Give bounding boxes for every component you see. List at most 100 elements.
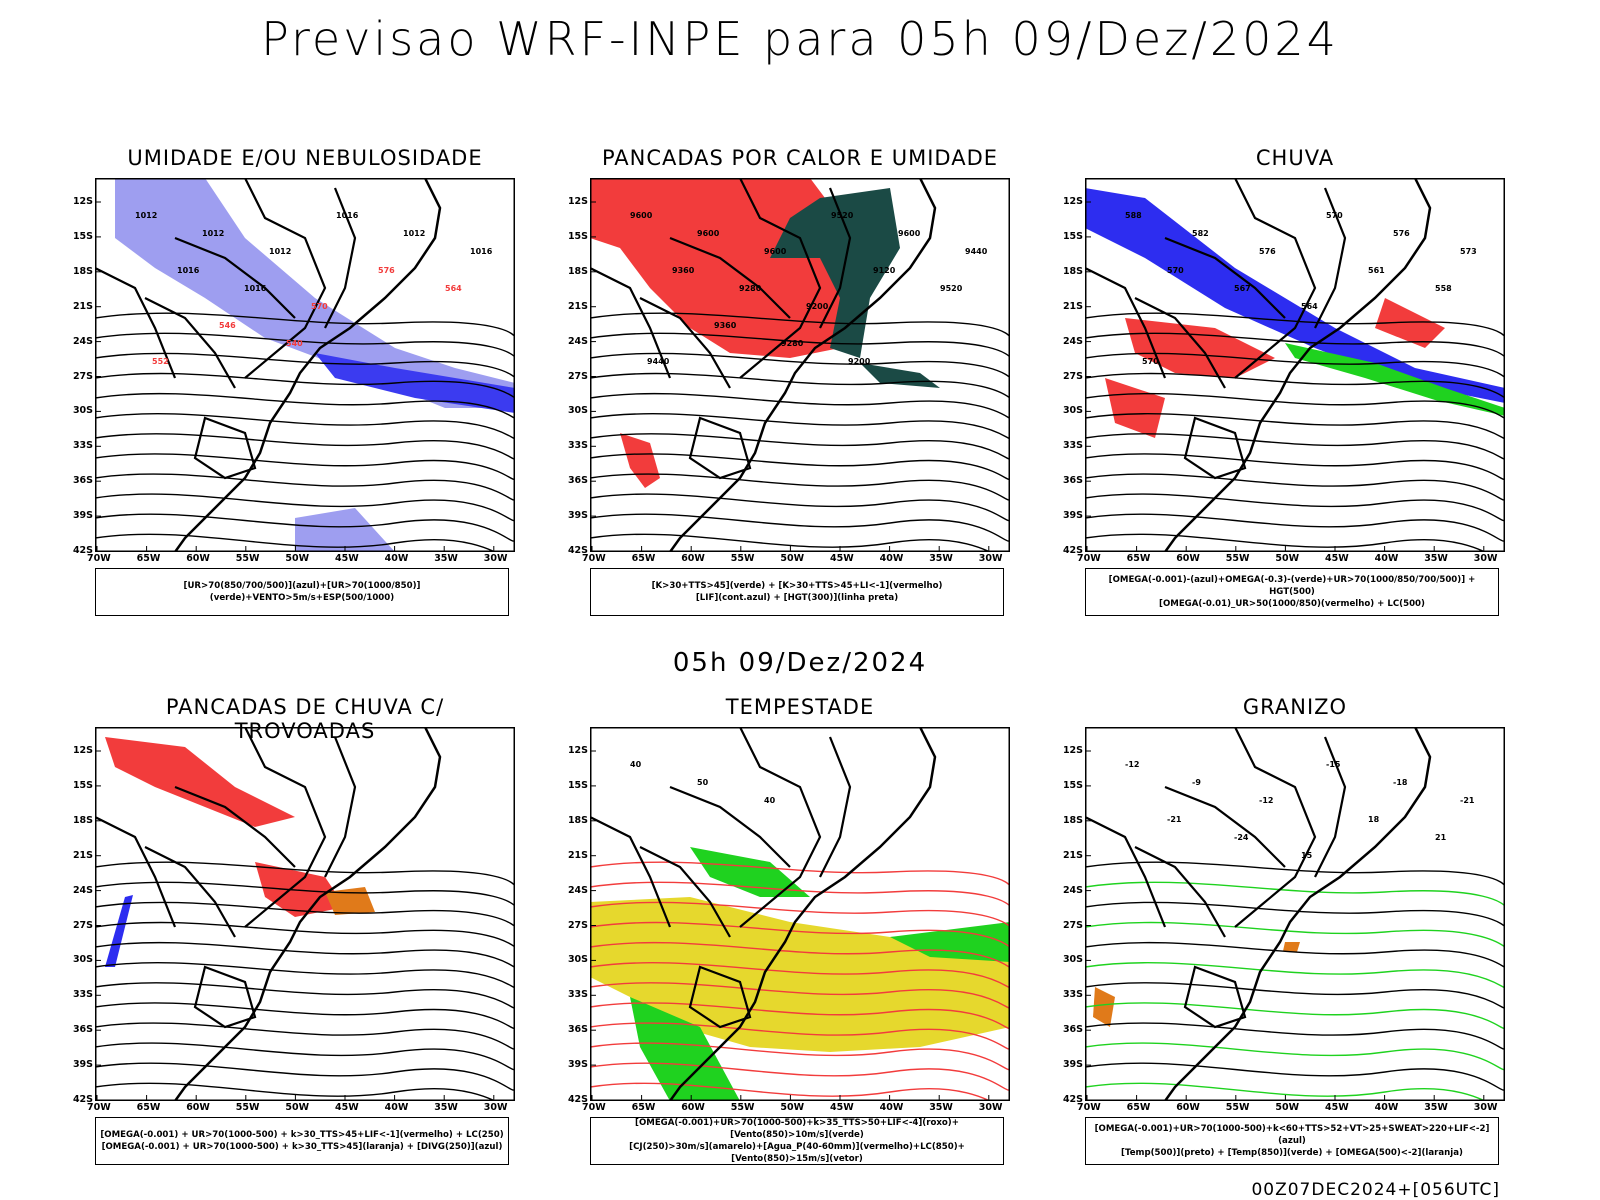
contour-line	[590, 352, 1010, 379]
country-border	[639, 846, 731, 938]
lat-label: 30S	[1062, 405, 1083, 417]
coastline	[668, 178, 937, 552]
contour-line	[1085, 453, 1505, 481]
lon-label: 60W	[1176, 1102, 1200, 1113]
lat-label: 18S	[1062, 265, 1083, 277]
contour-label: 573	[1460, 247, 1477, 256]
lon-label: 50W	[780, 553, 805, 564]
contour-label: 9520	[940, 284, 963, 293]
contour-label: 1012	[269, 247, 291, 256]
contour-line	[95, 312, 515, 339]
lat-label: 27S	[72, 370, 93, 382]
lon-label: 40W	[1374, 1102, 1399, 1113]
contour-line	[590, 982, 1010, 1009]
lat-label: 30S	[567, 954, 588, 966]
lon-label: 30W	[483, 1102, 508, 1113]
lat-label: 30S	[567, 405, 588, 417]
lat-label: 15S	[72, 779, 93, 791]
lon-label: 35W	[929, 1102, 953, 1113]
lon-label: 50W	[780, 1102, 805, 1113]
lon-label: 65W	[136, 1102, 161, 1113]
country-border	[244, 178, 327, 379]
contour-line	[590, 372, 1010, 399]
contour-line	[1085, 413, 1505, 440]
contour-label: 1012	[135, 211, 157, 220]
contour-line	[590, 901, 1010, 928]
shade-rain-green	[1285, 343, 1505, 416]
lat-label: 30S	[1062, 954, 1083, 966]
lon-label: 55W	[235, 1102, 260, 1113]
map-pancadas-calor: 9600 9600 9600 9520 9600 9440 9360 9280 9200 9120…	[590, 178, 1010, 552]
legend-line: [K>30+TTS>45](verde) + [K>30+TTS>45+LI<-…	[651, 581, 943, 591]
contour-label: 9440	[965, 247, 988, 256]
lat-label: 30S	[72, 405, 93, 417]
contour-label: 582	[1192, 229, 1209, 238]
panel-chuva: CHUVA 588 582 576 570 576 573 570 567 564 561 558 5…	[1045, 146, 1515, 624]
lon-label: 45W	[335, 553, 359, 564]
country-border	[688, 416, 752, 480]
lat-label: 33S	[72, 440, 93, 452]
lat-label: 18S	[567, 814, 588, 826]
country-border	[1085, 816, 1167, 928]
country-border	[739, 178, 822, 379]
lat-label: 21S	[72, 849, 93, 861]
lat-label: 15S	[567, 230, 588, 242]
country-border	[1234, 727, 1317, 928]
lat-label: 33S	[1062, 440, 1083, 452]
coastline	[173, 727, 442, 1101]
contour-label: 9600	[898, 229, 921, 238]
contour-label: 15	[1301, 851, 1313, 860]
shade-storm-orange	[325, 887, 375, 915]
lon-label: 55W	[730, 553, 755, 564]
legend-line: [CJ(250)>30m/s](amarelo)+[Agua_P(40-60mm…	[629, 1142, 965, 1164]
contour-line	[1085, 901, 1505, 928]
lon-label: 45W	[830, 1102, 854, 1113]
country-border	[1164, 236, 1286, 319]
country-border	[324, 736, 357, 878]
lon-label: 45W	[830, 553, 854, 564]
contour-line	[590, 453, 1010, 481]
shade-rain-blue	[1085, 188, 1505, 403]
country-border	[739, 727, 822, 928]
shade-unstable-red-2	[620, 433, 660, 488]
contour-label: 576	[1393, 229, 1410, 238]
country-border	[193, 416, 257, 480]
contour-line	[95, 413, 515, 440]
panel-title: CHUVA	[1255, 146, 1335, 170]
lat-label: 33S	[1062, 989, 1083, 1001]
panel-umidade: UMIDADE E/OU NEBULOSIDADE 1012 1012 1012 10…	[55, 146, 525, 624]
lon-label: 70W	[87, 553, 111, 564]
lon-label: 70W	[87, 1102, 111, 1113]
subtitle: 05h 09/Dez/2024	[672, 648, 928, 678]
contour-line	[590, 1002, 1010, 1030]
contour-line	[95, 1082, 497, 1101]
country-border	[1134, 846, 1226, 938]
lat-label: 39S	[567, 510, 588, 522]
lat-label: 36S	[72, 1024, 93, 1036]
contour-label: 564	[445, 284, 462, 293]
contour-label: 18	[1368, 815, 1380, 824]
lat-label: 36S	[1062, 1024, 1083, 1036]
legend-line: [OMEGA(-0.001) + UR>70(1000-500) + k>30_…	[101, 1142, 503, 1152]
shade-storm-blue	[105, 895, 133, 967]
contour-line	[95, 962, 515, 989]
country-border	[244, 727, 327, 928]
lon-label: 55W	[730, 1102, 755, 1113]
contour-label: 570	[1326, 211, 1343, 220]
contour-line	[95, 901, 515, 928]
contour-line	[590, 1082, 992, 1101]
contour-line	[95, 1002, 515, 1030]
contour-line	[1085, 1062, 1505, 1091]
panel-legend: [OMEGA(-0.001)+UR>70(1000-500)+k<60+TTS>…	[1085, 1117, 1499, 1165]
lat-label: 18S	[1062, 814, 1083, 826]
lat-label: 12S	[72, 745, 93, 756]
lon-label: 65W	[136, 553, 161, 564]
lat-label: 15S	[1062, 230, 1083, 242]
contour-line	[95, 392, 515, 419]
lon-label: 45W	[335, 1102, 359, 1113]
lat-label: 12S	[72, 196, 93, 207]
lon-label: 40W	[879, 1102, 904, 1113]
contour-label: 9120	[873, 266, 896, 275]
lat-label: 24S	[567, 335, 588, 347]
legend-line: [OMEGA(-0.001)+UR>70(1000-500)+k>35_TTS>…	[635, 1118, 959, 1140]
